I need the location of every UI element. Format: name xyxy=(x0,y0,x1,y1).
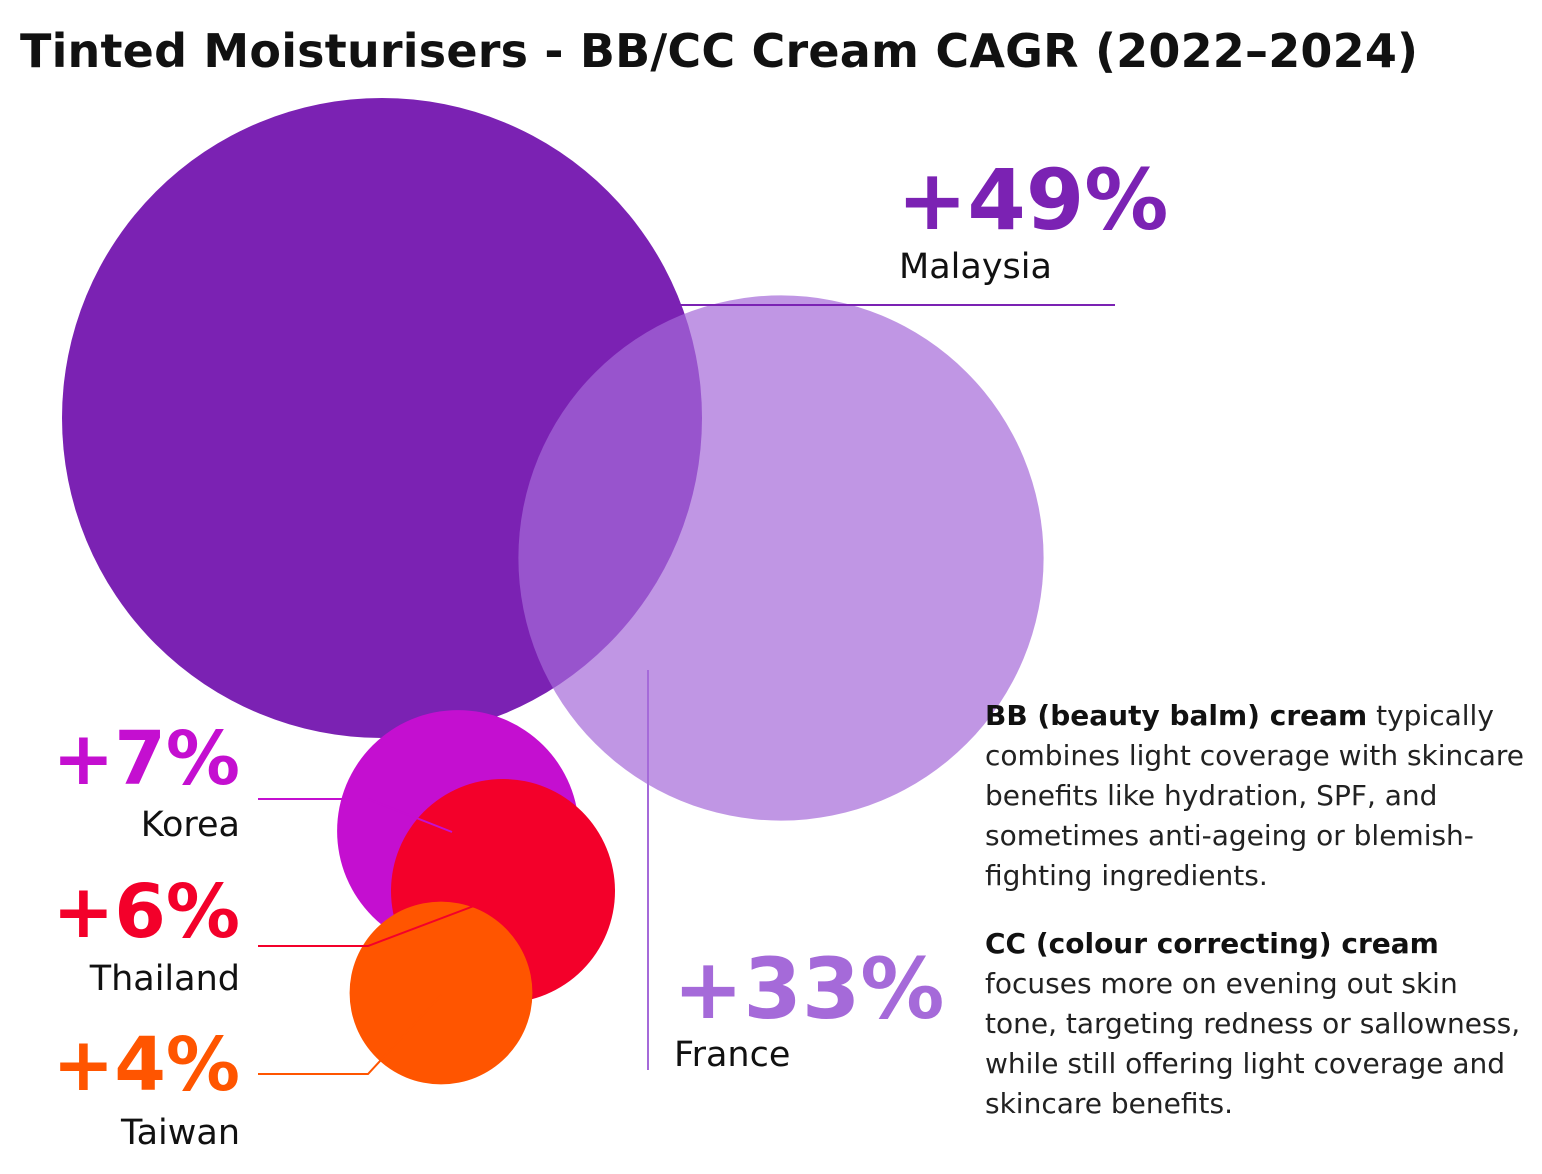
malaysia-country-label: Malaysia xyxy=(899,247,1052,287)
chart-title: Tinted Moisturisers - BB/CC Cream CAGR (… xyxy=(20,24,1419,78)
taiwan-bubble xyxy=(349,901,533,1085)
cc-cream-description: focuses more on evening out skin tone, t… xyxy=(985,967,1521,1120)
bb-cream-note: BB (beauty balm) cream typically combine… xyxy=(985,696,1530,896)
leader-lines xyxy=(258,304,1115,1075)
thailand-country-label: Thailand xyxy=(89,959,240,999)
cc-cream-term: CC (colour correcting) cream xyxy=(985,927,1439,960)
taiwan-leader-line xyxy=(258,994,442,1075)
france-value-label: +33% xyxy=(673,940,945,1038)
thailand-value-label: +6% xyxy=(52,869,240,955)
taiwan-value-label: +4% xyxy=(52,1022,240,1108)
notes-panel: BB (beauty balm) cream typically combine… xyxy=(985,696,1530,1152)
korea-leader-line xyxy=(258,798,453,833)
bubble-layer xyxy=(62,98,1044,1085)
korea-country-label: Korea xyxy=(140,805,240,845)
bb-cream-term: BB (beauty balm) cream xyxy=(985,699,1368,732)
france-bubble xyxy=(518,295,1044,821)
taiwan-country-label: Taiwan xyxy=(120,1113,240,1153)
malaysia-value-label: +49% xyxy=(897,151,1169,249)
france-country-label: France xyxy=(674,1035,791,1075)
korea-value-label: +7% xyxy=(52,716,240,802)
cc-cream-note: CC (colour correcting) cream focuses mor… xyxy=(985,924,1530,1124)
thailand-leader-line xyxy=(258,894,504,947)
bb-cream-description: typically combines light coverage with s… xyxy=(985,699,1524,892)
